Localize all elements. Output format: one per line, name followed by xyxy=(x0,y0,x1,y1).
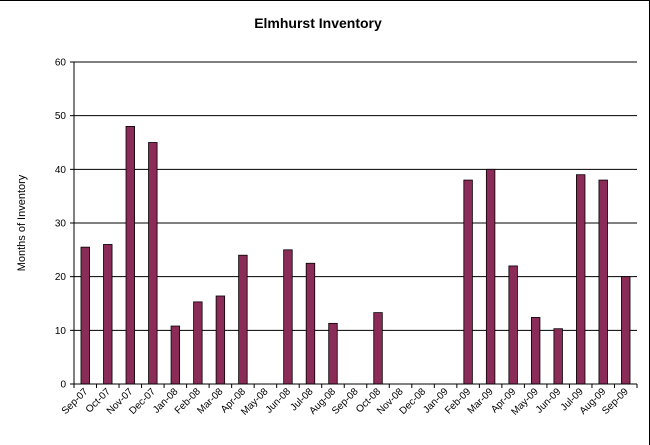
y-tick-label: 20 xyxy=(55,272,67,283)
bars xyxy=(80,126,631,385)
y-tick-label: 40 xyxy=(55,165,67,176)
top-border xyxy=(0,0,650,1)
bar xyxy=(598,179,608,385)
bar xyxy=(103,244,113,385)
x-tick-label: Sep-07 xyxy=(60,386,91,417)
bar xyxy=(193,301,203,385)
bar xyxy=(463,179,473,385)
bar xyxy=(530,317,541,385)
bar xyxy=(553,328,563,385)
x-tick-label: Sep-08 xyxy=(330,386,361,417)
y-tick-label: 10 xyxy=(55,326,67,337)
y-tick-label: 60 xyxy=(55,58,67,69)
y-tick-label: 50 xyxy=(55,111,67,122)
bar xyxy=(373,312,383,385)
gridlines xyxy=(74,61,637,331)
bar xyxy=(148,142,158,385)
x-tick-label: Sep-09 xyxy=(600,386,631,417)
bar xyxy=(485,168,496,385)
bar xyxy=(170,325,181,385)
bar xyxy=(305,262,316,385)
y-tick-labels: 0 10 20 30 40 50 60 xyxy=(55,58,67,391)
y-tick-label: 30 xyxy=(55,219,67,230)
y-tick-label: 0 xyxy=(60,380,66,391)
axes xyxy=(70,61,638,388)
bar xyxy=(508,265,518,385)
bar xyxy=(238,254,248,385)
bar xyxy=(215,295,226,385)
x-tick-labels: Sep-07Oct-07Nov-07Dec-07Jan-08Feb-08Mar-… xyxy=(60,386,631,418)
bar xyxy=(576,174,586,385)
x-tick-label: Dec-08 xyxy=(398,386,429,417)
bar xyxy=(328,322,338,385)
bar xyxy=(125,126,135,385)
bar xyxy=(80,246,90,385)
x-tick-label: Jun-08 xyxy=(264,386,294,416)
chart-title: Elmhurst Inventory xyxy=(254,15,382,31)
bar xyxy=(283,249,293,385)
x-tick-label: Mar-08 xyxy=(195,386,225,416)
x-tick-label: Mar-09 xyxy=(466,386,496,416)
x-tick-label: Jun-09 xyxy=(534,386,564,416)
bar xyxy=(621,276,631,385)
y-axis-label: Months of Inventory xyxy=(16,174,28,271)
